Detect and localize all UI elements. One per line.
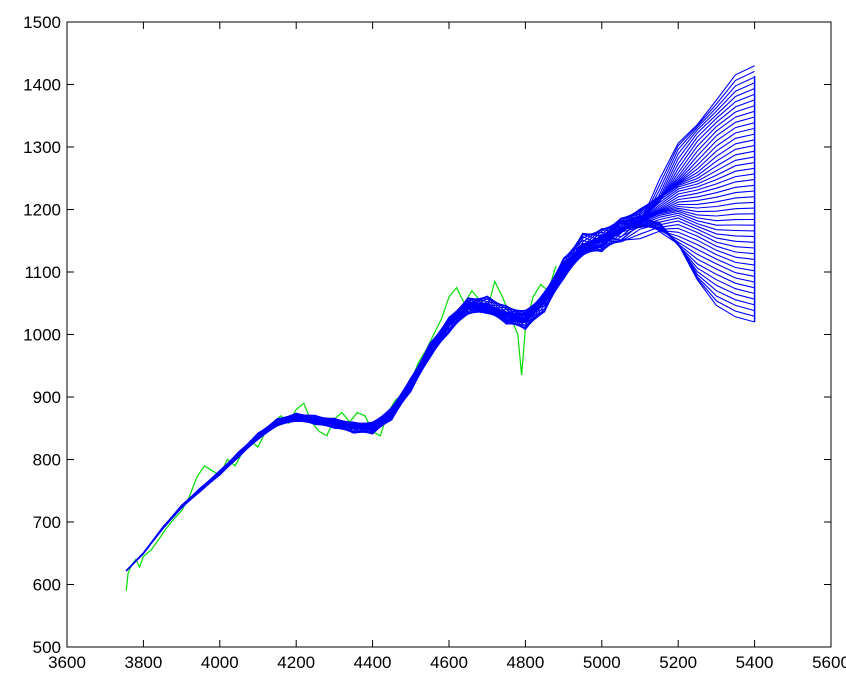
x-tick-label: 4800 bbox=[506, 653, 544, 672]
forecast-path-line bbox=[125, 65, 755, 572]
tick-layer: 3600 3800 4000 4200 4400 4600 4800 5000 5200 5400… bbox=[23, 13, 846, 672]
y-tick-label: 900 bbox=[33, 388, 61, 407]
y-tick-label: 500 bbox=[33, 638, 61, 657]
x-tick-label: 4000 bbox=[201, 653, 239, 672]
y-tick-label: 1400 bbox=[23, 76, 61, 95]
y-tick-label: 1000 bbox=[23, 326, 61, 345]
x-tick-label: 3600 bbox=[48, 653, 86, 672]
y-tick-label: 1300 bbox=[23, 138, 61, 157]
x-tick-label: 5600 bbox=[812, 653, 846, 672]
y-tick-label: 700 bbox=[33, 513, 61, 532]
y-tick-label: 1500 bbox=[23, 13, 61, 32]
x-tick-label: 4600 bbox=[430, 653, 468, 672]
y-tick-label: 600 bbox=[33, 576, 61, 595]
x-tick-label: 4400 bbox=[354, 653, 392, 672]
y-tick-label: 1200 bbox=[23, 201, 61, 220]
x-tick-label: 5000 bbox=[583, 653, 621, 672]
x-tick-label: 5200 bbox=[659, 653, 697, 672]
y-tick-label: 1100 bbox=[24, 263, 61, 282]
series-layer bbox=[125, 65, 756, 591]
x-tick-label: 3800 bbox=[124, 653, 162, 672]
y-tick-label: 800 bbox=[33, 451, 61, 470]
x-tick-label: 5400 bbox=[736, 653, 774, 672]
x-tick-label: 4200 bbox=[277, 653, 315, 672]
